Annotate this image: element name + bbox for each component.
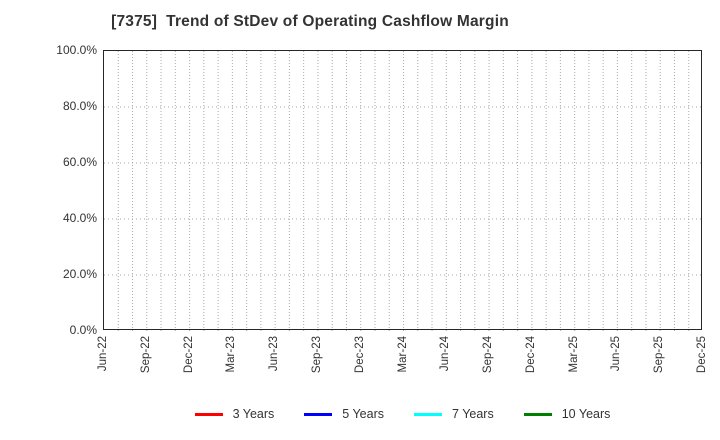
x-tick-label: Sep-24 [482, 336, 495, 374]
legend-line-swatch [304, 412, 333, 416]
x-tick-label: Dec-25 [696, 336, 708, 374]
legend-label: 10 Years [561, 407, 611, 421]
grid-svg [104, 51, 703, 331]
y-tick-label: 40.0% [62, 211, 97, 225]
legend-item: 3 Years [194, 407, 275, 421]
legend-label: 5 Years [342, 407, 385, 421]
x-tick-label: Mar-24 [396, 336, 409, 373]
x-tick-label: Jun-25 [610, 336, 623, 372]
x-tick-label: Dec-24 [524, 336, 537, 374]
x-tick-label: Sep-22 [139, 336, 152, 374]
y-tick-label: 20.0% [62, 267, 97, 281]
x-tick-label: Jun-24 [439, 336, 452, 372]
legend-label: 7 Years [452, 407, 494, 421]
x-tick-label: Sep-25 [653, 336, 666, 374]
x-tick-label: Jun-23 [268, 336, 281, 372]
y-tick-label: 60.0% [62, 155, 97, 169]
y-tick-label: 0.0% [69, 323, 97, 337]
x-tick-label: Jun-22 [97, 336, 109, 372]
legend-line-swatch [523, 412, 552, 416]
y-tick-label: 100.0% [56, 43, 97, 57]
y-tick-label: 80.0% [62, 99, 97, 113]
legend-label: 3 Years [232, 407, 275, 421]
x-tick-label: Sep-23 [310, 336, 323, 374]
legend-item: 10 Years [523, 407, 611, 421]
x-tick-label: Dec-22 [182, 336, 195, 374]
legend-line-swatch [414, 412, 443, 416]
x-tick-label: Mar-25 [567, 336, 580, 373]
x-tick-label: Mar-23 [225, 336, 238, 373]
legend: 3 Years 5 Years 7 Years 10 Years [103, 404, 702, 424]
plot-area [103, 50, 703, 331]
legend-item: 7 Years [414, 407, 494, 421]
chart-title: [7375] Trend of StDev of Operating Cashf… [111, 13, 509, 30]
legend-line-swatch [194, 412, 223, 416]
x-tick-label: Dec-23 [353, 336, 366, 374]
legend-item: 5 Years [304, 407, 384, 421]
